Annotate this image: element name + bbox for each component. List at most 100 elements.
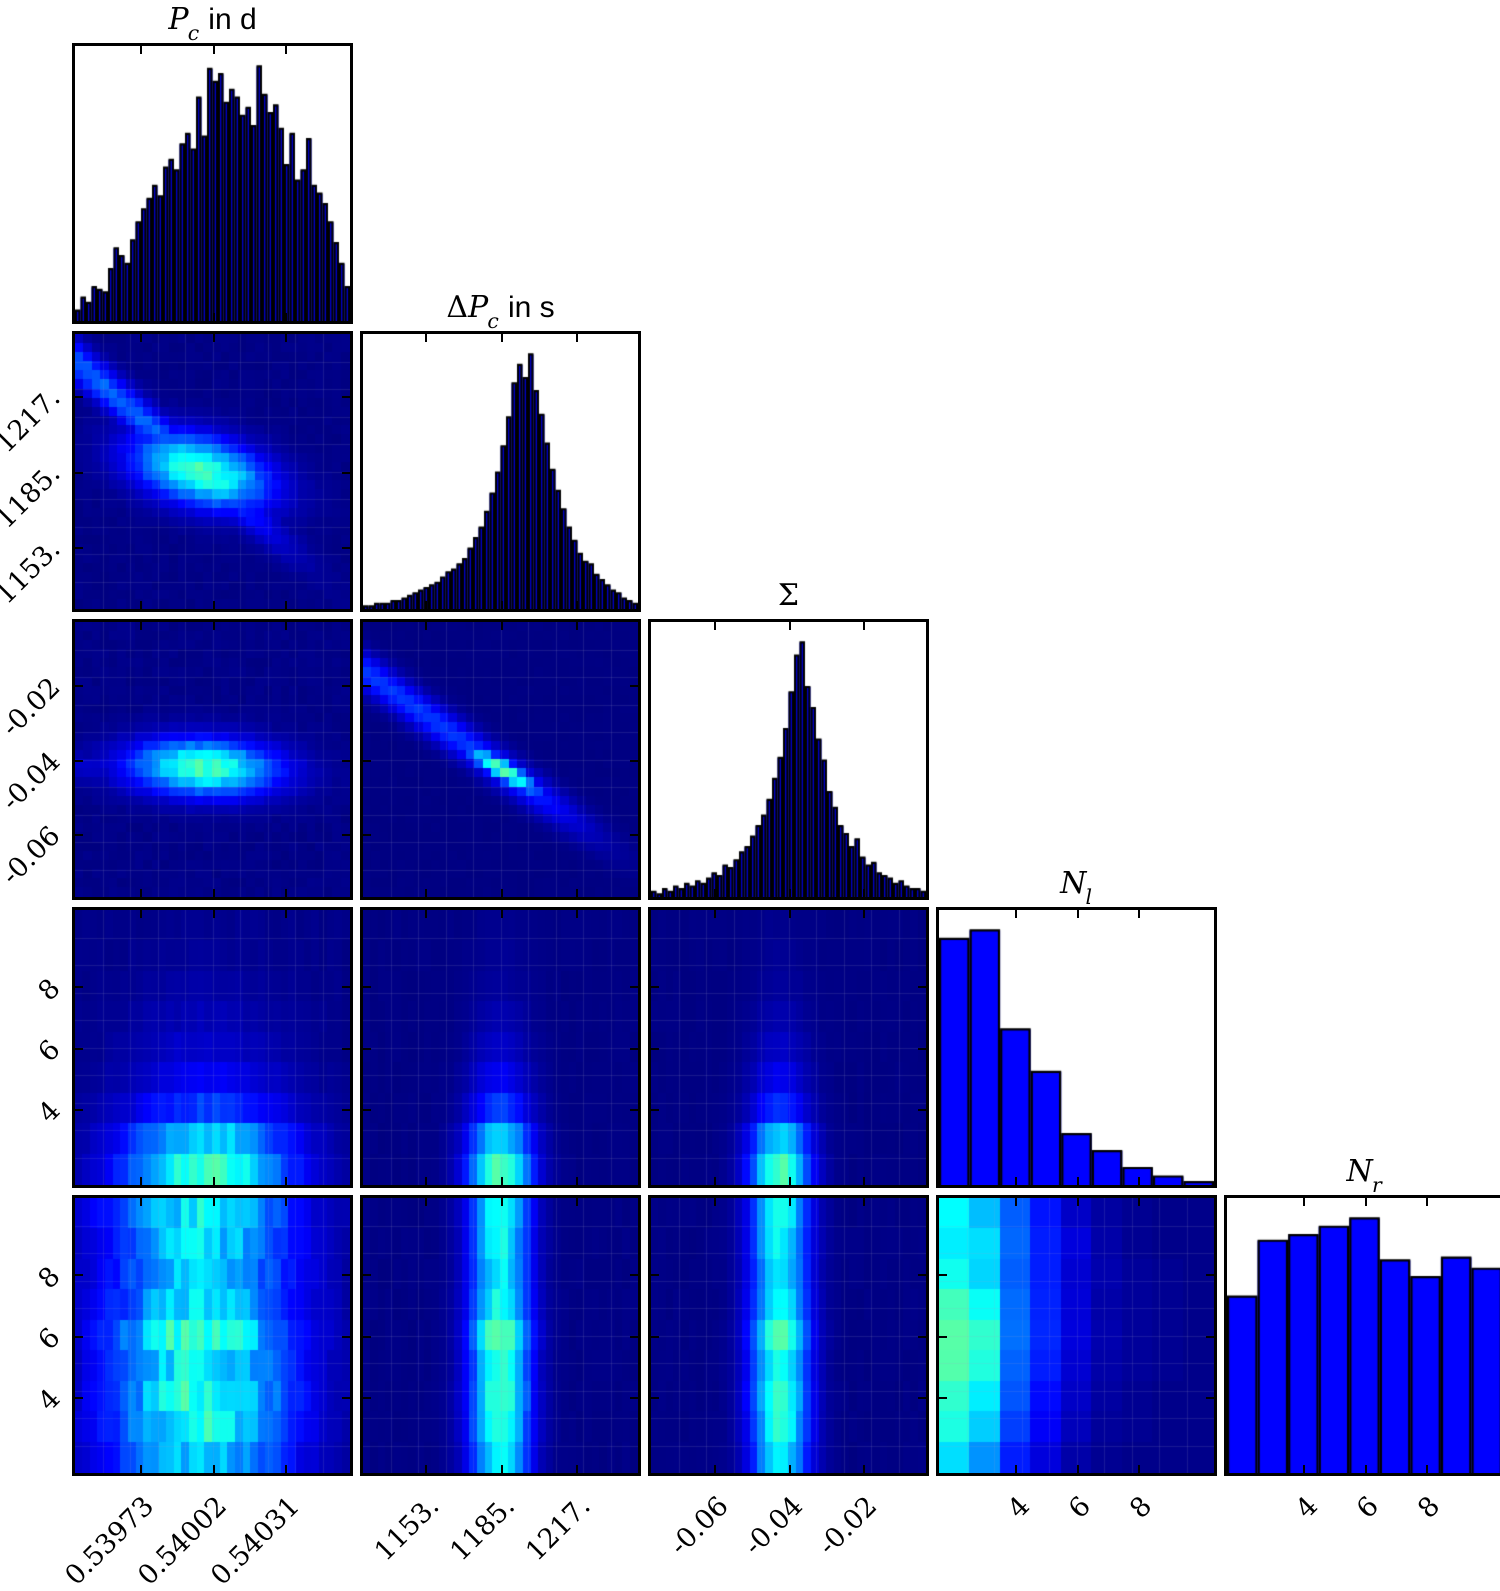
y-tick-mark (630, 1274, 639, 1277)
x-tick-mark (714, 1177, 717, 1186)
x-tick-mark (1137, 1197, 1140, 1206)
y-tick-mark (74, 395, 83, 398)
x-tick-mark (1137, 1177, 1140, 1186)
y-tick-mark (74, 1274, 83, 1277)
x-tick-mark (1364, 1465, 1367, 1474)
histogram-canvas-Pc (75, 46, 350, 321)
x-tick-mark (714, 1197, 717, 1206)
x-tick-mark (212, 1197, 215, 1206)
y-tick-mark (650, 1047, 659, 1050)
diagonal-histogram-panel-Sigma (648, 619, 929, 900)
y-tick-mark (342, 1335, 351, 1338)
x-tick-mark (212, 909, 215, 918)
x-tick-mark (424, 909, 427, 918)
y-tick-mark (74, 547, 83, 550)
x-tick-mark (139, 889, 142, 898)
diagonal-histogram-panel-Pc (72, 43, 353, 324)
x-tick-mark (1015, 1465, 1018, 1474)
histogram-canvas-Sigma (651, 622, 926, 897)
y-tick-mark (74, 1396, 83, 1399)
panel-title-Sigma: Σ (777, 578, 800, 613)
y-tick-mark (342, 685, 351, 688)
histogram-canvas-dPc (363, 334, 638, 609)
x-tick-mark (285, 1465, 288, 1474)
y-tick-mark (74, 833, 83, 836)
y-tick-mark (650, 1274, 659, 1277)
y-tick-mark (342, 1396, 351, 1399)
x-tick-mark (862, 909, 865, 918)
x-tick-mark (576, 909, 579, 918)
y-tick-mark (362, 1396, 371, 1399)
x-tick-mark (139, 313, 142, 322)
y-tick-mark (630, 1047, 639, 1050)
x-tick-mark (139, 1177, 142, 1186)
panel-title-Nl: Nl (1060, 866, 1093, 910)
x-tick-mark (285, 601, 288, 610)
y-tick-mark (938, 1335, 947, 1338)
y-tick-mark (342, 395, 351, 398)
x-tick-mark (212, 621, 215, 630)
joint-density-panel-Nl-vs-Nr (936, 1195, 1217, 1476)
x-tick-mark (1015, 1177, 1018, 1186)
x-tick-mark (500, 1177, 503, 1186)
y-tick-mark (74, 685, 83, 688)
panel-title-Pc: Pc in d (168, 2, 257, 46)
x-tick-mark (285, 313, 288, 322)
x-tick-mark (862, 1197, 865, 1206)
x-tick-mark (576, 1197, 579, 1206)
x-tick-mark (788, 1177, 791, 1186)
y-tick-mark (918, 986, 927, 989)
x-tick-mark (139, 601, 142, 610)
heatmap-canvas-Sigma-Nr (651, 1198, 926, 1473)
x-tick-mark (500, 909, 503, 918)
x-tick-mark (576, 333, 579, 342)
diagonal-histogram-panel-Nr (1224, 1195, 1500, 1476)
x-tick-mark (1425, 1197, 1428, 1206)
y-tick-mark (362, 685, 371, 688)
x-tick-mark (285, 621, 288, 630)
x-tick-mark (424, 1465, 427, 1474)
heatmap-canvas-dPc-Nr (363, 1198, 638, 1473)
y-tick-mark (362, 833, 371, 836)
y-tick-mark (650, 986, 659, 989)
x-tick-mark (576, 601, 579, 610)
y-tick-mark (650, 1396, 659, 1399)
x-tick-mark (424, 601, 427, 610)
y-tick-mark (362, 1335, 371, 1338)
y-tick-mark (74, 986, 83, 989)
x-tick-mark (576, 1177, 579, 1186)
x-tick-mark (500, 601, 503, 610)
x-tick-mark (714, 909, 717, 918)
x-tick-mark (500, 621, 503, 630)
x-tick-mark (500, 1465, 503, 1474)
histogram-canvas-Nl (939, 910, 1214, 1185)
x-tick-mark (1076, 909, 1079, 918)
y-tick-mark (362, 759, 371, 762)
joint-density-panel-Pc-vs-Nr (72, 1195, 353, 1476)
x-tick-mark (576, 621, 579, 630)
y-tick-mark (342, 833, 351, 836)
x-tick-mark (1137, 909, 1140, 918)
x-tick-mark (1076, 1197, 1079, 1206)
joint-density-panel-Pc-vs-Nl (72, 907, 353, 1188)
y-tick-mark (74, 471, 83, 474)
heatmap-canvas-Nl-Nr (939, 1198, 1214, 1473)
x-tick-mark (139, 333, 142, 342)
y-tick-mark (342, 547, 351, 550)
joint-density-panel-Pc-vs-dPc (72, 331, 353, 612)
joint-density-panel-Sigma-vs-Nl (648, 907, 929, 1188)
heatmap-canvas-Pc-Nl (75, 910, 350, 1185)
x-tick-mark (139, 909, 142, 918)
heatmap-canvas-Pc-Nr (75, 1198, 350, 1473)
panel-title-dPc: ΔPc in s (446, 290, 555, 334)
y-tick-mark (938, 1396, 947, 1399)
y-tick-mark (1206, 1396, 1215, 1399)
y-tick-mark (74, 1108, 83, 1111)
histogram-canvas-Nr (1227, 1198, 1500, 1473)
y-tick-mark (630, 685, 639, 688)
x-tick-mark (714, 621, 717, 630)
y-tick-mark (630, 833, 639, 836)
y-tick-mark (342, 759, 351, 762)
diagonal-histogram-panel-dPc (360, 331, 641, 612)
x-tick-mark (1015, 1197, 1018, 1206)
